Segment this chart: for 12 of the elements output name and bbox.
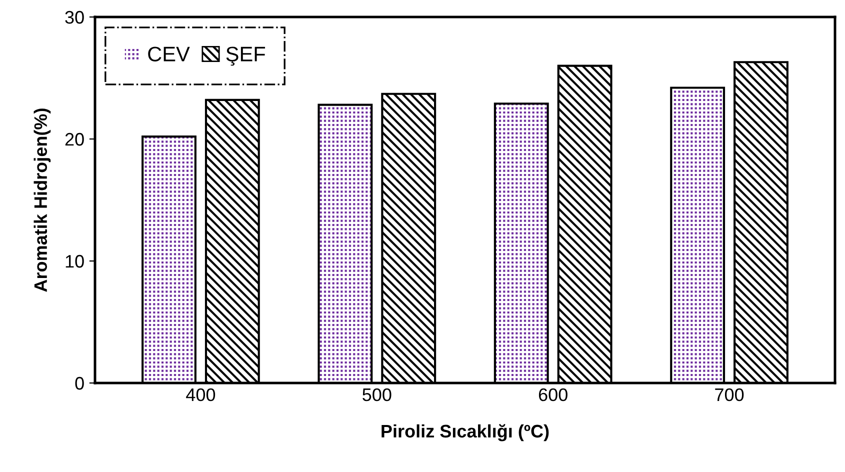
y-tick-label: 30 bbox=[65, 10, 84, 24]
x-axis-title: Piroliz Sıcaklığı (ºC) bbox=[382, 424, 549, 442]
legend-label: ŞEF bbox=[226, 46, 266, 66]
x-tick-label: 700 bbox=[715, 388, 744, 402]
x-tick-label: 500 bbox=[362, 388, 392, 402]
legend-label: CEV bbox=[148, 46, 190, 62]
y-tick-label: 20 bbox=[65, 132, 84, 146]
x-tick-label: 400 bbox=[186, 388, 216, 402]
x-tick-label: 600 bbox=[538, 388, 568, 402]
y-tick-label: 0 bbox=[75, 376, 84, 390]
y-tick-label: 10 bbox=[66, 254, 84, 268]
y-axis-title: Aromatik Hidrojen(%) bbox=[34, 108, 51, 292]
